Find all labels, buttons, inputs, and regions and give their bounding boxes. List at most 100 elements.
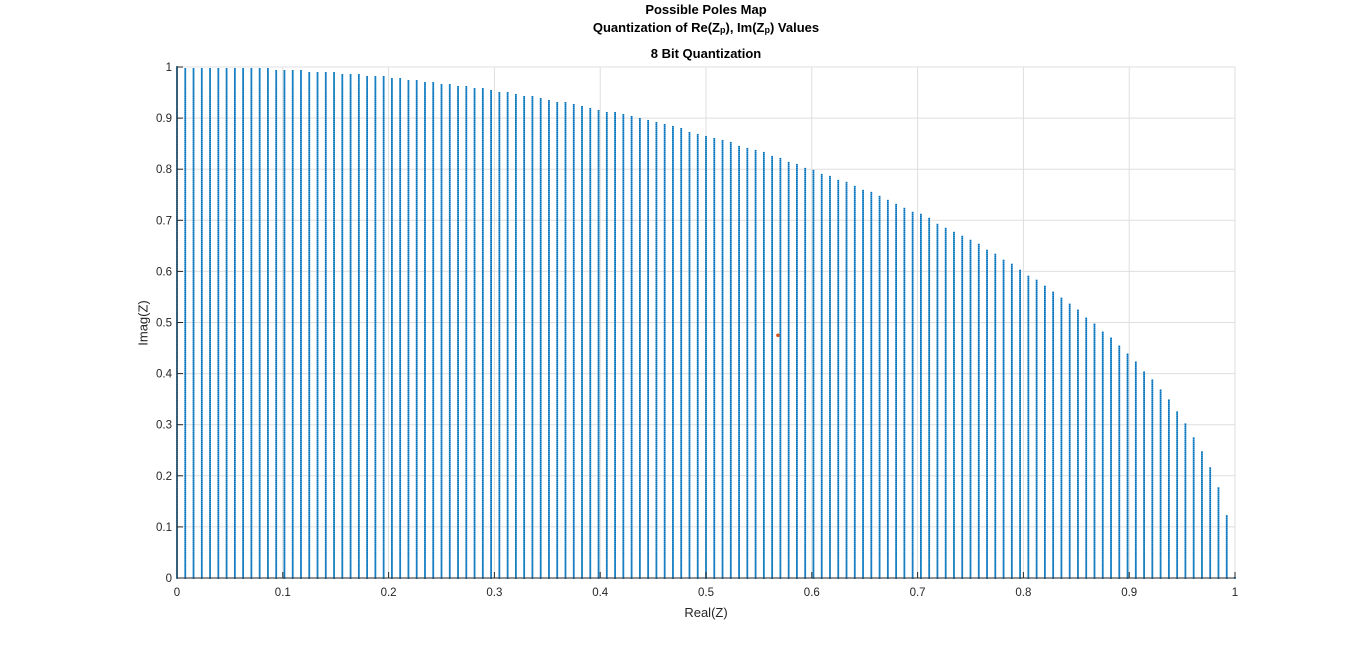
pole-point [308, 82, 311, 84]
pole-point [200, 345, 203, 348]
pole-point [258, 471, 261, 474]
pole-point [275, 323, 278, 326]
pole-point [250, 501, 253, 504]
pole-point [308, 104, 311, 106]
pole-point [250, 82, 253, 84]
pole-point [258, 361, 261, 364]
pole-point [200, 473, 203, 476]
pole-point [258, 279, 261, 282]
pole-point [200, 399, 203, 402]
pole-point [233, 74, 236, 76]
pole-point [291, 251, 294, 254]
pole-point [324, 151, 327, 154]
pole-point [258, 501, 261, 504]
pole-point [184, 273, 187, 276]
pole-point [283, 309, 286, 312]
pole-point [316, 277, 319, 280]
pole-point [291, 517, 294, 520]
pole-point [283, 177, 286, 180]
pole-point [275, 357, 278, 360]
pole-point [283, 549, 286, 551]
pole-point [316, 74, 319, 76]
pole-point [184, 251, 187, 254]
pole-point [200, 313, 203, 316]
pole-point [291, 325, 294, 328]
pole-point [324, 411, 327, 414]
pole-point [308, 353, 311, 356]
pole-point [258, 507, 261, 510]
pole-point [192, 487, 195, 490]
pole-point [316, 301, 319, 304]
pole-point [217, 365, 220, 368]
pole-point [209, 131, 211, 134]
pole-point [324, 74, 327, 76]
pole-point [275, 307, 278, 310]
pole-point [300, 341, 302, 344]
pole-point [242, 131, 245, 134]
pole-point [267, 421, 269, 424]
pole-point [192, 505, 195, 508]
pole-point [192, 253, 195, 256]
pole-point [267, 143, 269, 146]
pole-point [291, 431, 294, 434]
pole-point [209, 205, 211, 208]
pole-point [283, 313, 286, 316]
pole-point [217, 441, 220, 444]
pole-point [275, 90, 278, 92]
pole-point [209, 431, 211, 434]
pole-point [300, 575, 302, 577]
pole-point [291, 133, 294, 136]
pole-point [316, 90, 319, 92]
pole-point [333, 429, 335, 432]
pole-point [184, 88, 187, 90]
pole-point [267, 523, 269, 526]
pole-point [184, 481, 187, 484]
pole-point [275, 397, 278, 400]
pole-point [316, 267, 319, 270]
pole-point [242, 110, 245, 112]
pole-point [217, 533, 220, 535]
pole-point [225, 483, 228, 486]
pole-point [258, 137, 261, 140]
pole-point [316, 327, 319, 330]
pole-point [333, 457, 335, 460]
pole-point [283, 415, 286, 418]
pole-point [250, 431, 253, 434]
pole-point [308, 345, 311, 348]
pole-point [300, 127, 302, 130]
pole-point [242, 76, 245, 78]
pole-point [184, 191, 187, 194]
pole-point [267, 333, 269, 336]
pole-point [258, 365, 261, 368]
pole-point [333, 371, 335, 374]
pole-point [217, 425, 220, 428]
pole-point [300, 317, 302, 320]
pole-point [217, 72, 220, 74]
pole-point [225, 133, 228, 136]
pole-point [250, 485, 253, 488]
pole-point [283, 165, 286, 168]
pole-point [258, 385, 261, 388]
pole-point [192, 393, 195, 396]
pole-point [267, 123, 269, 126]
pole-point [200, 70, 203, 72]
pole-point [324, 489, 327, 492]
pole-point [316, 149, 319, 152]
pole-point [258, 239, 261, 242]
pole-point [308, 321, 311, 324]
pole-point [217, 86, 220, 88]
pole-point [333, 483, 335, 486]
pole-point [267, 361, 269, 364]
pole-point [233, 413, 236, 416]
pole-point [324, 377, 327, 380]
pole-point [242, 273, 245, 276]
pole-point [291, 311, 294, 314]
pole-point [283, 323, 286, 326]
pole-point [258, 112, 261, 114]
pole-point [242, 141, 245, 144]
pole-point [250, 335, 253, 338]
pole-point [275, 169, 278, 172]
pole-point [316, 449, 319, 452]
pole-point [258, 319, 261, 322]
pole-point [217, 102, 220, 104]
